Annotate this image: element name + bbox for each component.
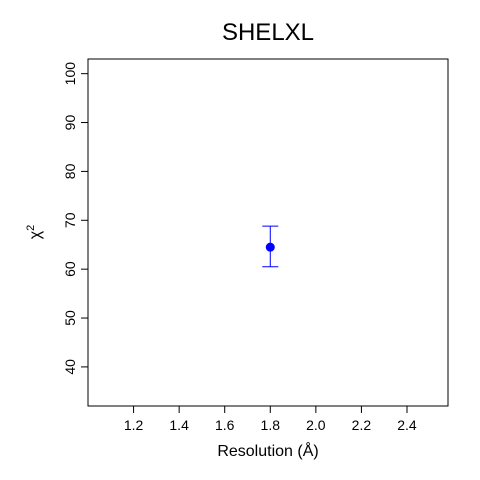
- x-tick-label: 1.4: [169, 417, 189, 433]
- data-series: [262, 225, 279, 268]
- x-tick-label: 1.6: [215, 417, 235, 433]
- x-tick-label: 2.2: [352, 417, 372, 433]
- y-tick-label: 60: [62, 261, 78, 277]
- x-tick-label: 2.0: [306, 417, 326, 433]
- y-tick-label: 70: [62, 212, 78, 228]
- x-tick-label: 2.4: [397, 417, 417, 433]
- chart-title: SHELXL: [222, 19, 314, 46]
- y-tick-label: 40: [62, 359, 78, 375]
- y-tick-label: 50: [62, 310, 78, 326]
- y-axis-label-superscript: 2: [25, 225, 37, 231]
- y-tick-label: 80: [62, 163, 78, 179]
- x-tick-label: 1.2: [124, 417, 144, 433]
- y-axis-label: χ2: [25, 225, 44, 240]
- y-axis-label-text: χ: [27, 230, 44, 239]
- x-tick-label: 1.8: [261, 417, 281, 433]
- plot-frame: [87, 58, 449, 407]
- y-tick-label: 90: [62, 115, 78, 131]
- x-axis-label: Resolution (Å): [217, 441, 318, 460]
- data-point: [265, 242, 275, 252]
- x-axis: 1.2 1.4 1.6 1.8 2.0 2.2 2.4: [124, 406, 417, 433]
- y-axis: 40 50 60 70 80 90 100: [62, 62, 88, 375]
- y-tick-label: 100: [62, 62, 78, 86]
